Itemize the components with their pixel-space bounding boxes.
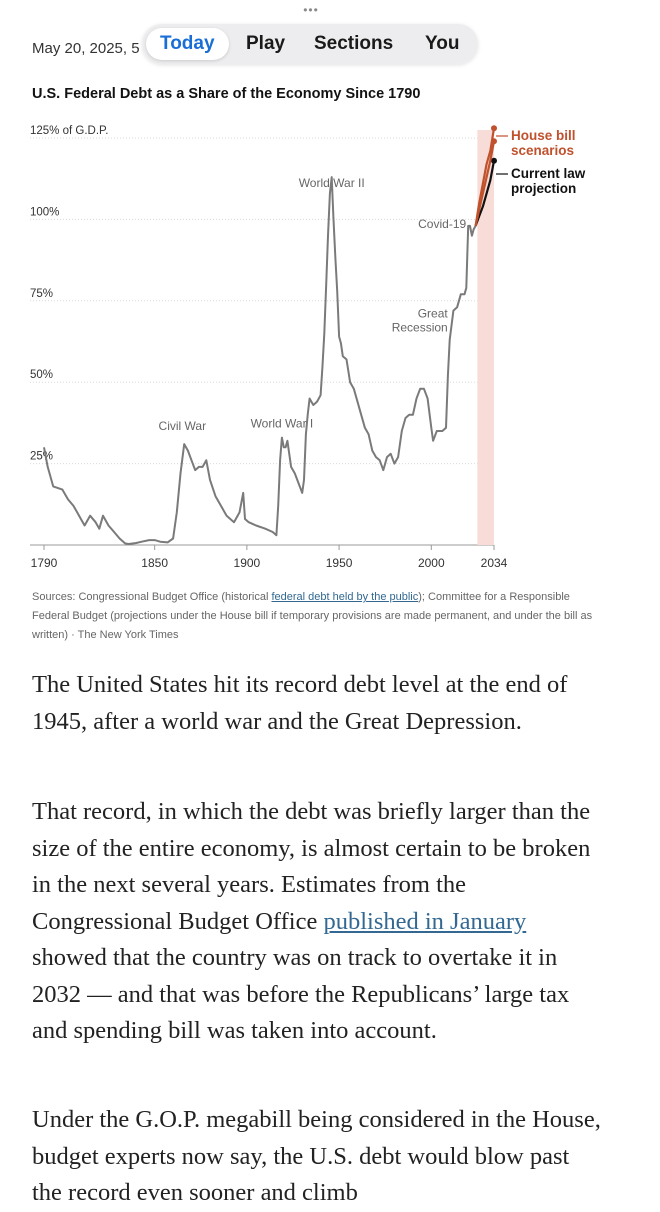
series-line bbox=[43, 176, 477, 545]
y-axis-labels: 125% of G.D.P. 100% 75% 50% 25% bbox=[30, 125, 108, 463]
annotation-label: Civil War bbox=[159, 419, 207, 433]
y-tick-label: 125% of G.D.P. bbox=[30, 125, 108, 137]
legend-label: Current law bbox=[511, 166, 586, 181]
x-axis-labels: 1790 1850 1900 1950 2000 2034 bbox=[31, 545, 508, 570]
annotation-label: Covid-19 bbox=[418, 217, 466, 231]
legend-label: projection bbox=[511, 181, 576, 196]
x-tick-label: 1950 bbox=[326, 556, 353, 570]
p2-text-after: showed that the country was on track to … bbox=[32, 944, 570, 1044]
dateline: May 20, 2025, 5 bbox=[32, 40, 140, 57]
x-tick-label: 1900 bbox=[234, 556, 261, 570]
tab-sections[interactable]: Sections bbox=[314, 33, 394, 54]
series-line bbox=[474, 128, 496, 227]
x-tick-label: 2034 bbox=[481, 556, 508, 570]
y-tick-label: 75% bbox=[30, 288, 53, 300]
x-tick-label: 2000 bbox=[418, 556, 445, 570]
tab-you[interactable]: You bbox=[425, 33, 460, 54]
tab-bar: Today Play Sections You bbox=[142, 24, 478, 64]
article-paragraph-2: That record, in which the debt was brief… bbox=[32, 794, 602, 1050]
article-paragraph-3: Under the G.O.P. megabill being consider… bbox=[32, 1106, 601, 1206]
debt-chart: 125% of G.D.P. 100% 75% 50% 25% 1790 1850 1900… bbox=[30, 125, 586, 570]
chart-series bbox=[43, 125, 497, 545]
annotation-label: World War I bbox=[251, 417, 314, 431]
x-tick-label: 1850 bbox=[141, 556, 168, 570]
sources-link[interactable]: federal debt held by the public bbox=[271, 591, 419, 603]
p2-text-before: That record, in which the debt was brief… bbox=[32, 798, 591, 935]
legend-label: scenarios bbox=[511, 143, 574, 158]
sheet-grabber[interactable]: ••• bbox=[303, 3, 319, 17]
series-end-dot bbox=[491, 125, 497, 132]
x-tick-label: 1790 bbox=[31, 556, 58, 570]
y-tick-label: 25% bbox=[30, 451, 53, 463]
annotation-label: Recession bbox=[392, 320, 448, 334]
series-end-dot bbox=[491, 157, 497, 164]
chart-gridlines bbox=[30, 137, 494, 546]
sources-prefix: Sources: Congressional Budget Office (hi… bbox=[32, 591, 272, 603]
sources-rest: ); Committee for a Responsible Federal B… bbox=[32, 591, 593, 641]
projection-band bbox=[477, 130, 494, 545]
sources-separator: · bbox=[68, 629, 78, 641]
y-tick-label: 100% bbox=[30, 206, 59, 218]
chart-sources: Sources: Congressional Budget Office (hi… bbox=[32, 588, 602, 645]
tab-play[interactable]: Play bbox=[246, 33, 286, 54]
article-paragraph-1: The United States hit its record debt le… bbox=[32, 671, 568, 735]
tab-today[interactable]: Today bbox=[146, 28, 229, 60]
projection-band-rect bbox=[477, 130, 494, 545]
chart-title: U.S. Federal Debt as a Share of the Econ… bbox=[32, 86, 421, 102]
published-in-january-link[interactable]: published in January bbox=[323, 907, 527, 935]
annotation-label: Great bbox=[418, 306, 449, 320]
y-tick-label: 50% bbox=[30, 369, 53, 381]
series-line bbox=[474, 160, 496, 227]
sources-credit: The New York Times bbox=[77, 629, 179, 641]
legend-label: House bill bbox=[511, 128, 576, 143]
